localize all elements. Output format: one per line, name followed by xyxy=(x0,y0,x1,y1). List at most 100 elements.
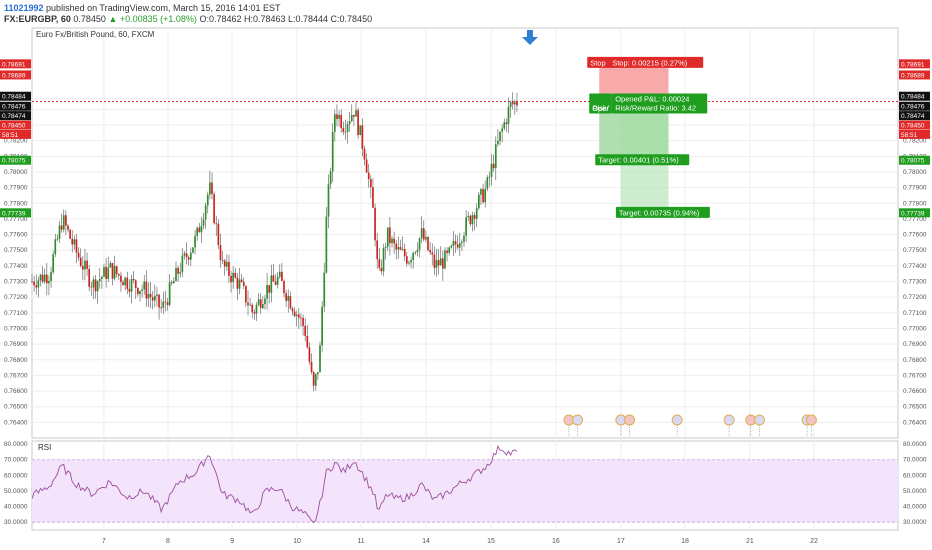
candle-body xyxy=(399,247,402,250)
candle-body xyxy=(67,225,69,230)
price-tag-left: 0.78474 xyxy=(2,113,26,120)
y-tick-right: 0.77800 xyxy=(903,200,927,207)
candle-body xyxy=(289,295,292,309)
symbol-line: FX:EURGBP, 60 0.78450 ▲ +0.00835 (+1.08%… xyxy=(4,14,372,24)
candle-body xyxy=(488,176,491,178)
candle-body xyxy=(393,238,395,244)
candle-body xyxy=(71,238,74,245)
x-tick-label: 17 xyxy=(617,538,625,545)
candle-body xyxy=(361,125,364,149)
y-tick-right: 0.77700 xyxy=(903,216,927,223)
candle-body xyxy=(378,259,381,268)
candle-body xyxy=(444,250,446,269)
candle-body xyxy=(253,312,256,314)
y-tick-right: 0.77900 xyxy=(903,185,927,192)
rsi-tick-left: 80.0000 xyxy=(4,441,28,448)
candle-body xyxy=(511,102,514,105)
candle-body xyxy=(77,252,80,258)
candle-body xyxy=(35,285,38,288)
candle-body xyxy=(37,280,40,288)
candle-body xyxy=(215,223,218,224)
stop-label-box xyxy=(609,56,704,68)
y-tick-left: 0.77300 xyxy=(4,279,28,286)
author-link[interactable]: 11021992 xyxy=(4,3,44,13)
candle-body xyxy=(48,280,50,284)
candle-body xyxy=(75,239,78,253)
candle-body xyxy=(461,241,463,244)
candle-body xyxy=(306,335,309,348)
price-tag-right-box xyxy=(899,120,930,130)
y-tick-left: 0.78200 xyxy=(4,138,28,145)
candle-body xyxy=(221,259,224,261)
price-tag-left: 0.78484 xyxy=(2,94,26,101)
last-price: 0.78450 xyxy=(73,14,106,24)
candle-body xyxy=(202,219,205,226)
candle-body xyxy=(439,258,442,266)
candle-body xyxy=(153,295,156,301)
y-tick-right: 0.77600 xyxy=(903,232,927,239)
candle-body xyxy=(291,308,294,312)
candle-body xyxy=(317,372,319,375)
y-tick-left: 0.76700 xyxy=(4,372,28,379)
candle-body xyxy=(228,261,230,276)
candle-body xyxy=(164,301,167,303)
candle-body xyxy=(285,293,287,301)
candle-body xyxy=(170,282,173,284)
candle-body xyxy=(389,227,391,244)
candle-body xyxy=(287,295,290,301)
candle-body xyxy=(418,238,421,250)
y-tick-left: 0.77200 xyxy=(4,294,28,301)
y-tick-right: 0.76900 xyxy=(903,341,927,348)
candle-body xyxy=(270,275,273,293)
candle-body xyxy=(321,306,323,346)
rsi-tick-right: 70.0000 xyxy=(903,457,927,464)
event-marker xyxy=(624,414,636,426)
candle-body xyxy=(435,260,438,268)
candle-body xyxy=(482,189,484,203)
price-tag-right-box xyxy=(899,101,930,111)
candle-body xyxy=(395,243,398,250)
candle-body xyxy=(446,250,448,254)
rsi-tick-right: 60.0000 xyxy=(903,472,927,479)
price-tag-left-box xyxy=(0,120,31,130)
y-tick-left: 0.77400 xyxy=(4,263,28,270)
candle-body xyxy=(272,275,275,282)
candle-body xyxy=(232,272,235,283)
candle-body xyxy=(412,252,415,261)
candle-body xyxy=(185,253,188,258)
candle-body xyxy=(240,279,243,282)
risk-reward: Risk/Reward Ratio: 3.42 xyxy=(615,104,696,113)
candle-body xyxy=(261,304,264,308)
rsi-tick-right: 80.0000 xyxy=(903,441,927,448)
candle-body xyxy=(414,252,417,253)
stop-tag-box xyxy=(587,56,612,68)
candle-body xyxy=(145,281,148,299)
position-zones: Stop Stop: 0.00215 (0.27%) Oper Opened P&L:… xyxy=(32,56,898,218)
candle-body xyxy=(45,274,48,284)
candle-body xyxy=(128,288,131,292)
candle-body xyxy=(132,278,135,281)
candle-body xyxy=(141,289,143,291)
rsi-tick-left: 60.0000 xyxy=(4,472,28,479)
candle-body xyxy=(130,278,133,292)
down-arrow-icon xyxy=(521,30,538,45)
candle-body xyxy=(336,114,338,119)
candle-body xyxy=(175,267,177,281)
y-tick-right: 0.76400 xyxy=(903,419,927,426)
candle-body xyxy=(469,215,472,225)
rsi-label: RSI xyxy=(38,443,51,452)
x-tick-label: 16 xyxy=(552,538,560,545)
candle-body xyxy=(206,194,209,206)
candle-body xyxy=(501,128,503,132)
y-tick-left: 0.76600 xyxy=(4,388,28,395)
price-tag-right-box xyxy=(899,111,930,121)
candle-body xyxy=(126,277,129,289)
symbol-name[interactable]: FX:EURGBP, 60 xyxy=(4,14,71,24)
candle-body xyxy=(50,272,52,281)
candle-body xyxy=(200,225,203,233)
candle-body xyxy=(120,275,122,283)
candle-body xyxy=(52,254,55,273)
candle-body xyxy=(69,229,71,239)
candle-body xyxy=(391,238,393,244)
